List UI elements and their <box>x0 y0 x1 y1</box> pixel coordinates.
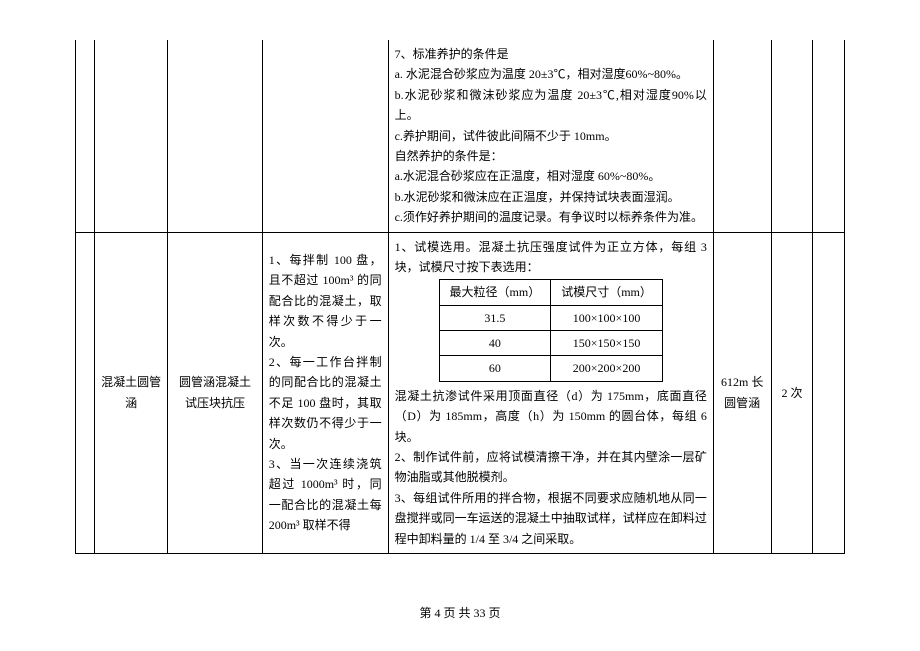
cell-empty <box>813 232 845 553</box>
cell-empty <box>94 40 167 232</box>
cell-empty <box>76 40 95 232</box>
cell-empty <box>813 40 845 232</box>
table-row: 混凝土圆管涵 圆管涵混凝土试压块抗压 1、每拌制 100 盘，且不超过 100m… <box>76 232 845 553</box>
cell-mold-spec: 1、试模选用。混凝土抗压强度试件为正立方体，每组 3 块，试模尺寸按下表选用：最… <box>388 232 713 553</box>
inner-table: 最大粒径（mm）试模尺寸（mm）31.5100×100×10040150×150… <box>439 279 663 382</box>
cell-empty <box>713 40 771 232</box>
main-table: 7、标准养护的条件是a. 水泥混合砂浆应为温度 20±3℃，相对湿度60%~80… <box>75 40 845 554</box>
table-row: 7、标准养护的条件是a. 水泥混合砂浆应为温度 20±3℃，相对湿度60%~80… <box>76 40 845 232</box>
cell-sampling: 1、每拌制 100 盘，且不超过 100m³ 的同配合比的混凝土，取样次数不得少… <box>262 232 388 553</box>
cell-empty <box>168 40 262 232</box>
cell-conditions: 7、标准养护的条件是a. 水泥混合砂浆应为温度 20±3℃，相对湿度60%~80… <box>388 40 713 232</box>
cell-item-name: 混凝土圆管涵 <box>94 232 167 553</box>
cell-length: 612m 长圆管涵 <box>713 232 771 553</box>
cell-count: 2 次 <box>771 232 813 553</box>
page-footer: 第 4 页 共 33 页 <box>0 604 920 621</box>
cell-test-name: 圆管涵混凝土试压块抗压 <box>168 232 262 553</box>
cell-empty <box>771 40 813 232</box>
cell-empty <box>76 232 95 553</box>
cell-empty <box>262 40 388 232</box>
page-container: 7、标准养护的条件是a. 水泥混合砂浆应为温度 20±3℃，相对湿度60%~80… <box>0 0 920 554</box>
